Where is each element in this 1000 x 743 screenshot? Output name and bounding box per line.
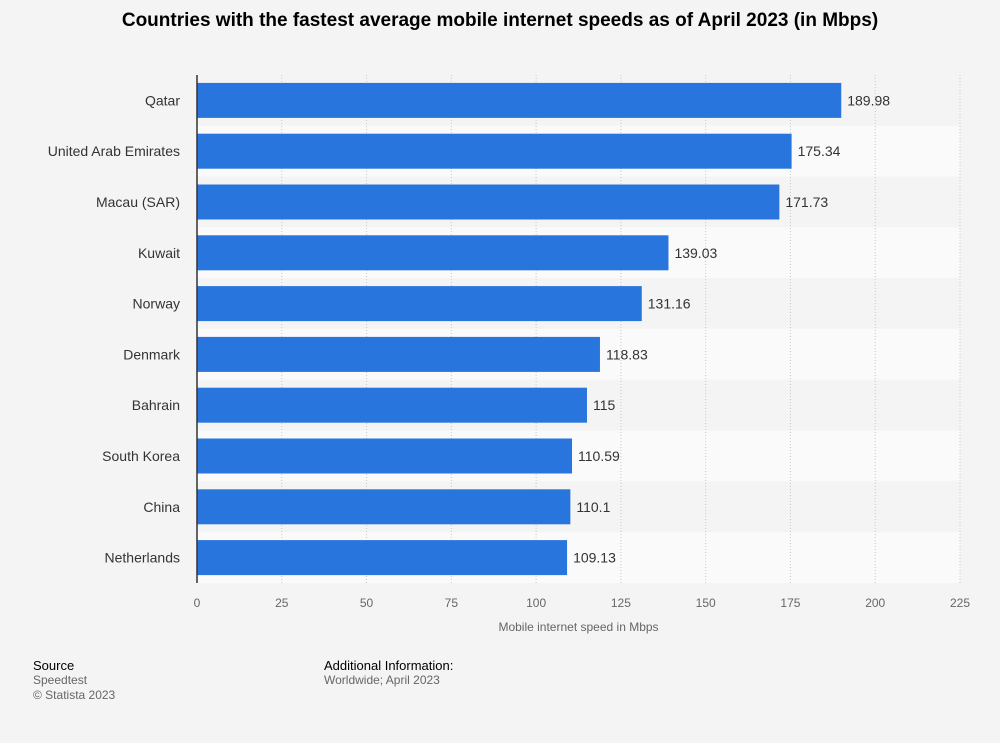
bar — [197, 336, 600, 372]
x-tick-label: 0 — [194, 596, 201, 610]
bar — [197, 438, 573, 474]
chart-title: Countries with the fastest average mobil… — [121, 10, 879, 31]
bar-chart: Qatar 189.98 United Arab Emirates 175.34 Mac… — [48, 75, 970, 634]
source-block: Source Speedtest © Statista 2023 — [33, 658, 115, 703]
category-label: Qatar — [145, 92, 180, 108]
x-tick-label: 175 — [780, 596, 800, 610]
x-tick-label: 100 — [526, 596, 546, 610]
bar — [197, 540, 568, 576]
x-axis-label: Mobile internet speed in Mbps — [498, 620, 658, 634]
x-tick-label: 225 — [950, 596, 970, 610]
additional-info-heading[interactable]: Additional Information: — [324, 658, 454, 673]
category-label: Netherlands — [105, 550, 181, 566]
category-label: Norway — [133, 296, 180, 312]
additional-info-block: Additional Information: Worldwide; April… — [324, 658, 453, 688]
x-tick-label: 25 — [275, 596, 289, 610]
bar — [197, 133, 792, 169]
bar — [197, 82, 842, 118]
x-tick-label: 200 — [865, 596, 885, 610]
source-heading: Source — [33, 658, 75, 673]
x-tick-label: 150 — [696, 596, 716, 610]
category-label: Denmark — [123, 346, 181, 362]
category-label: China — [143, 499, 180, 515]
category-label: Macau (SAR) — [96, 194, 180, 210]
bar — [197, 489, 571, 525]
source-name[interactable]: Speedtest — [33, 673, 88, 687]
bar — [197, 184, 780, 220]
x-tick-label: 125 — [611, 596, 631, 610]
value-label: 175.34 — [798, 143, 841, 159]
value-label: 118.83 — [606, 346, 648, 362]
value-label: 131.16 — [648, 296, 691, 312]
x-tick-label: 75 — [445, 596, 459, 610]
category-label: South Korea — [102, 448, 180, 464]
value-label: 171.73 — [785, 194, 828, 210]
value-label: 139.03 — [674, 245, 717, 261]
value-label: 189.98 — [847, 92, 890, 108]
value-label: 109.13 — [573, 550, 616, 566]
additional-info-text: Worldwide; April 2023 — [324, 673, 440, 687]
bar — [197, 286, 642, 322]
value-label: 110.59 — [578, 448, 620, 464]
value-label: 115 — [593, 397, 616, 413]
bar — [197, 387, 587, 423]
copyright: © Statista 2023 — [33, 688, 116, 702]
bar — [197, 235, 669, 271]
category-label: Bahrain — [132, 397, 180, 413]
x-tick-label: 50 — [360, 596, 374, 610]
value-label: 110.1 — [576, 499, 610, 515]
category-label: United Arab Emirates — [48, 143, 180, 159]
category-label: Kuwait — [138, 245, 180, 261]
